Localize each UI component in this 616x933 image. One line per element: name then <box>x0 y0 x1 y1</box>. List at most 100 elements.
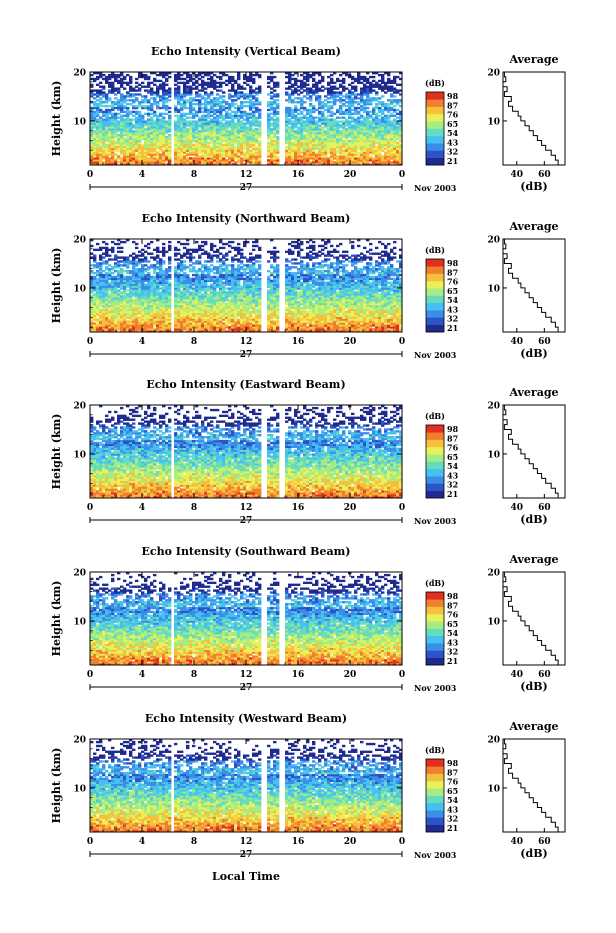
heatmap-cell <box>138 255 141 257</box>
heatmap-cell <box>144 245 147 247</box>
heatmap-cell <box>222 144 225 146</box>
heatmap-cell <box>144 251 147 253</box>
heatmap-cell <box>216 82 219 84</box>
heatmap-cell <box>144 120 147 122</box>
heatmap-cell <box>345 88 348 90</box>
heatmap-cell <box>375 146 378 148</box>
heatmap-cell <box>360 76 363 78</box>
heatmap-cell <box>156 255 159 257</box>
heatmap-cell <box>132 88 135 90</box>
heatmap-cell <box>270 128 273 130</box>
heatmap-cell <box>312 84 315 86</box>
heatmap-cell <box>372 107 375 109</box>
heatmap-cell <box>159 153 162 155</box>
heatmap-cell <box>312 89 315 91</box>
heatmap-cell <box>96 243 99 245</box>
heatmap-cell <box>246 126 249 128</box>
heatmap-cell <box>135 268 138 270</box>
heatmap-cell <box>159 113 162 115</box>
heatmap-cell <box>387 103 390 105</box>
heatmap-cell <box>249 86 252 88</box>
heatmap-cell <box>225 101 228 103</box>
heatmap-cell <box>210 119 213 121</box>
heatmap-cell <box>303 134 306 136</box>
heatmap-cell <box>396 89 399 91</box>
heatmap-cell <box>156 115 159 117</box>
heatmap-cell <box>159 80 162 82</box>
heatmap-cell <box>186 117 189 119</box>
heatmap-cell <box>243 151 246 153</box>
heatmap-cell <box>180 103 183 105</box>
heatmap-cell <box>114 140 117 142</box>
heatmap-cell <box>189 86 192 88</box>
heatmap-cell <box>93 255 96 257</box>
heatmap-cell <box>234 107 237 109</box>
heatmap-cell <box>294 130 297 132</box>
heatmap-cell <box>318 111 321 113</box>
heatmap-cell <box>297 97 300 99</box>
heatmap-cell <box>228 113 231 115</box>
heatmap-cell <box>354 101 357 103</box>
heatmap-cell <box>186 128 189 130</box>
heatmap-cell <box>114 270 117 272</box>
heatmap-cell <box>243 88 246 90</box>
heatmap-cell <box>321 101 324 103</box>
heatmap-cell <box>135 105 138 107</box>
heatmap-cell <box>273 89 276 91</box>
heatmap-cell <box>324 130 327 132</box>
heatmap-cell <box>318 95 321 97</box>
heatmap-cell <box>351 91 354 93</box>
heatmap-cell <box>219 101 222 103</box>
heatmap-cell <box>102 78 105 80</box>
heatmap-cell <box>336 109 339 111</box>
heatmap-cell <box>168 88 171 90</box>
heatmap-cell <box>180 260 183 262</box>
heatmap-cell <box>348 84 351 86</box>
heatmap-cell <box>180 93 183 95</box>
heatmap-cell <box>219 95 222 97</box>
heatmap-cell <box>144 86 147 88</box>
heatmap-cell <box>156 272 159 274</box>
heatmap-cell <box>255 107 258 109</box>
profile-y-tick-label: 10 <box>487 117 500 127</box>
heatmap-cell <box>120 241 123 243</box>
heatmap-cell <box>324 99 327 101</box>
heatmap-cell <box>342 103 345 105</box>
heatmap-cell <box>396 84 399 86</box>
heatmap-cell <box>372 97 375 99</box>
heatmap-cell <box>237 105 240 107</box>
heatmap-cell <box>192 97 195 99</box>
heatmap-cell <box>258 120 261 122</box>
heatmap-cell <box>252 74 255 76</box>
heatmap-cell <box>120 78 123 80</box>
heatmap-cell <box>102 260 105 262</box>
heatmap-cell <box>309 109 312 111</box>
heatmap-cell <box>198 117 201 119</box>
colorbar-segment <box>426 107 444 115</box>
heatmap-cell <box>141 258 144 260</box>
heatmap-cell <box>219 89 222 91</box>
heatmap-cell <box>216 89 219 91</box>
heatmap-cell <box>96 103 99 105</box>
heatmap-cell <box>312 78 315 80</box>
heatmap-cell <box>234 99 237 101</box>
heatmap-cell <box>300 80 303 82</box>
heatmap-cell <box>375 91 378 93</box>
heatmap-cell <box>147 253 150 255</box>
heatmap-cell <box>237 84 240 86</box>
x-tick-label: 8 <box>191 170 197 180</box>
heatmap-cell <box>93 293 96 295</box>
heatmap-cell <box>141 115 144 117</box>
heatmap-cell <box>390 161 393 163</box>
heatmap-cell <box>342 150 345 152</box>
heatmap-cell <box>180 289 183 291</box>
heatmap-cell <box>225 80 228 82</box>
heatmap-cell <box>99 86 102 88</box>
heatmap-cell <box>156 86 159 88</box>
heatmap-cell <box>273 82 276 84</box>
heatmap-cell <box>129 255 132 257</box>
heatmap-cell <box>396 142 399 144</box>
heatmap-cell <box>366 107 369 109</box>
heatmap-cell <box>192 107 195 109</box>
heatmap-cell <box>111 258 114 260</box>
